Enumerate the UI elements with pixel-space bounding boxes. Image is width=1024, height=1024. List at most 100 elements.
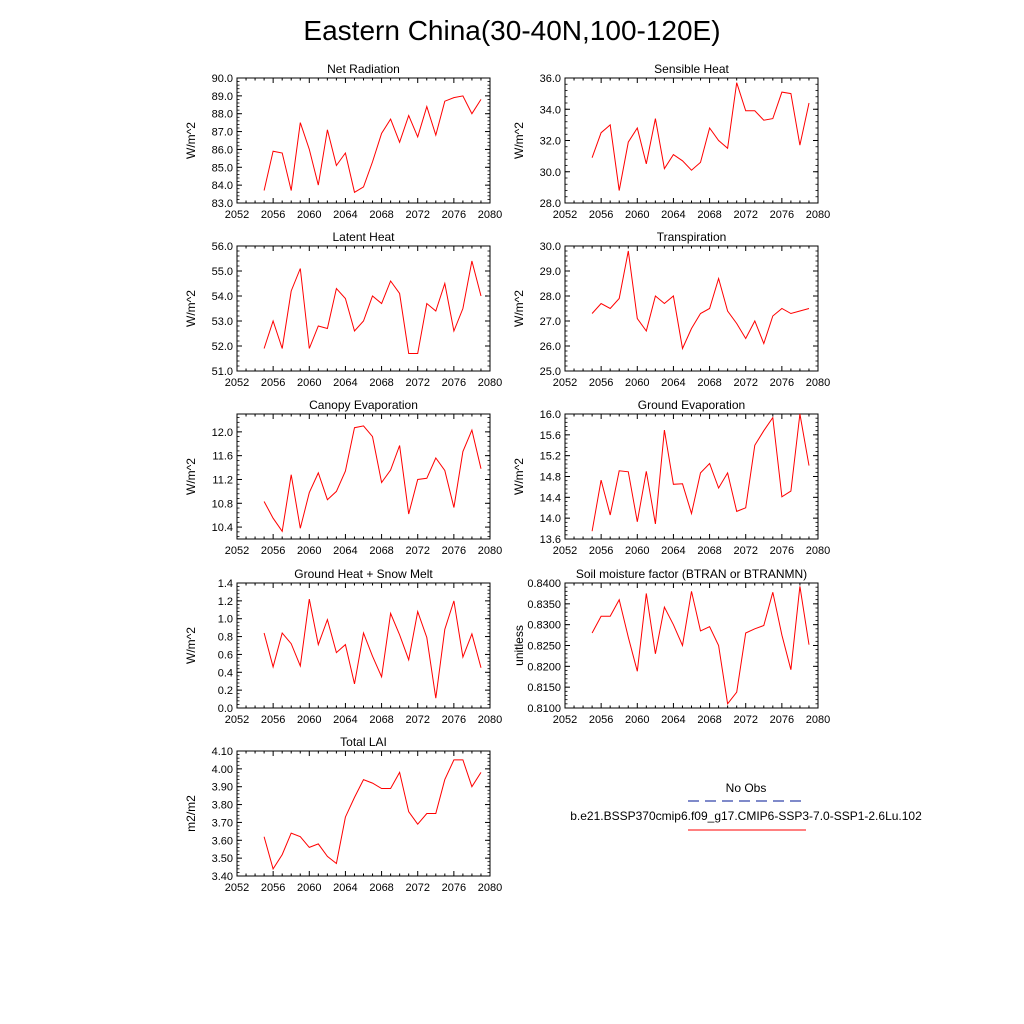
x-tick-label: 2068 [369,882,393,894]
y-tick-label: 56.0 [212,241,233,253]
x-tick-label: 2072 [405,714,429,726]
y-tick-label: 28.0 [540,198,561,210]
x-tick-label: 2076 [442,714,466,726]
x-tick-label: 2064 [333,377,357,389]
series-line [263,260,482,354]
x-tick-label: 2072 [733,209,757,221]
legend-obs-label: No Obs [726,781,767,795]
x-tick-label: 2068 [697,714,721,726]
panel-title: Latent Heat [332,230,395,244]
legend: No Obs b.e21.BSSP370cmip6.f09_g17.CMIP6-… [570,781,922,831]
y-tick-label: 30.0 [540,241,561,253]
panel-title: Sensible Heat [654,62,729,76]
x-tick-label: 2072 [733,545,757,557]
x-tick-label: 2076 [770,714,794,726]
y-tick-label: 30.0 [540,167,561,179]
x-tick-label: 2072 [733,377,757,389]
x-tick-label: 2064 [661,714,685,726]
chart-panel: Ground Heat + Snow Melt W/m^2 2052 2056 2060… [184,567,502,726]
y-tick-label: 87.0 [212,127,233,139]
y-tick-label: 28.0 [540,291,561,303]
y-tick-label: 15.2 [540,451,561,463]
x-tick-label: 2080 [806,545,830,557]
x-tick-label: 2052 [225,209,249,221]
plot-frame [236,245,491,372]
x-tick-label: 2068 [369,545,393,557]
panels: Net Radiation W/m^2 2052 2056 2060 2064 2068 20… [184,62,830,894]
y-axis-label: m2/m2 [184,795,198,832]
panel-title: Ground Heat + Snow Melt [294,567,433,581]
y-tick-label: 3.60 [212,835,233,847]
y-tick-label: 55.0 [212,266,233,278]
y-tick-label: 86.0 [212,144,233,156]
chart-panel: Latent Heat W/m^2 2052 2056 2060 2064 2068 2072… [184,230,502,389]
x-tick-label: 2076 [442,882,466,894]
plot-frame [236,582,491,709]
x-tick-label: 2060 [625,377,649,389]
x-tick-label: 2080 [478,714,502,726]
x-tick-label: 2080 [478,545,502,557]
x-tick-label: 2064 [333,714,357,726]
y-tick-label: 3.50 [212,853,233,865]
x-tick-label: 2068 [369,209,393,221]
x-tick-label: 2060 [625,714,649,726]
y-tick-label: 14.8 [540,472,561,484]
y-tick-label: 88.0 [212,109,233,121]
y-tick-label: 29.0 [540,266,561,278]
y-tick-label: 32.0 [540,136,561,148]
y-tick-label: 12.0 [212,427,233,439]
y-axis-label: W/m^2 [512,458,526,495]
x-tick-label: 2068 [369,714,393,726]
y-tick-label: 3.70 [212,817,233,829]
y-tick-label: 0.8300 [527,620,561,632]
x-tick-label: 2064 [333,882,357,894]
y-tick-label: 0.8250 [527,641,561,653]
y-tick-label: 15.6 [540,430,561,442]
x-tick-label: 2080 [478,882,502,894]
y-tick-label: 3.40 [212,871,233,883]
y-axis-label: W/m^2 [184,458,198,495]
x-tick-label: 2060 [297,882,321,894]
x-tick-label: 2068 [697,209,721,221]
y-tick-label: 0.6 [218,649,233,661]
x-tick-label: 2056 [261,377,285,389]
plot-frame [564,582,819,709]
y-tick-label: 52.0 [212,341,233,353]
y-tick-label: 0.0 [218,703,233,715]
chart-panel: Net Radiation W/m^2 2052 2056 2060 2064 2068 20… [184,62,502,221]
y-tick-label: 84.0 [212,180,233,192]
chart-panel: Total LAI m2/m2 2052 2056 2060 2064 2068 2072 20… [184,735,502,894]
x-tick-label: 2060 [297,209,321,221]
chart-panel: Canopy Evaporation W/m^2 2052 2056 2060 2064 2… [184,398,502,557]
series-line [591,586,810,706]
y-tick-label: 1.0 [218,614,233,626]
x-tick-label: 2064 [661,545,685,557]
x-tick-label: 2072 [733,714,757,726]
y-tick-label: 11.2 [212,474,233,486]
y-tick-label: 25.0 [540,366,561,378]
x-tick-label: 2052 [553,545,577,557]
x-tick-label: 2064 [661,377,685,389]
y-tick-label: 34.0 [540,104,561,116]
y-tick-label: 0.8400 [527,578,561,590]
x-tick-label: 2052 [553,377,577,389]
x-tick-label: 2080 [478,377,502,389]
x-tick-label: 2080 [478,209,502,221]
x-tick-label: 2068 [369,377,393,389]
legend-model-label: b.e21.BSSP370cmip6.f09_g17.CMIP6-SSP3-7.… [570,809,922,823]
x-tick-label: 2060 [297,714,321,726]
x-tick-label: 2072 [405,377,429,389]
x-tick-label: 2072 [405,882,429,894]
x-tick-label: 2076 [442,545,466,557]
panel-title: Transpiration [657,230,727,244]
chart-panel: Ground Evaporation W/m^2 2052 2056 2060 2064 2… [512,398,830,557]
series-line [591,413,810,532]
x-tick-label: 2052 [225,545,249,557]
y-tick-label: 1.2 [218,596,233,608]
y-tick-label: 0.8350 [527,599,561,611]
y-axis-label: W/m^2 [184,290,198,327]
plot-frame [236,750,491,877]
x-tick-label: 2076 [770,209,794,221]
y-tick-label: 13.6 [540,534,561,546]
